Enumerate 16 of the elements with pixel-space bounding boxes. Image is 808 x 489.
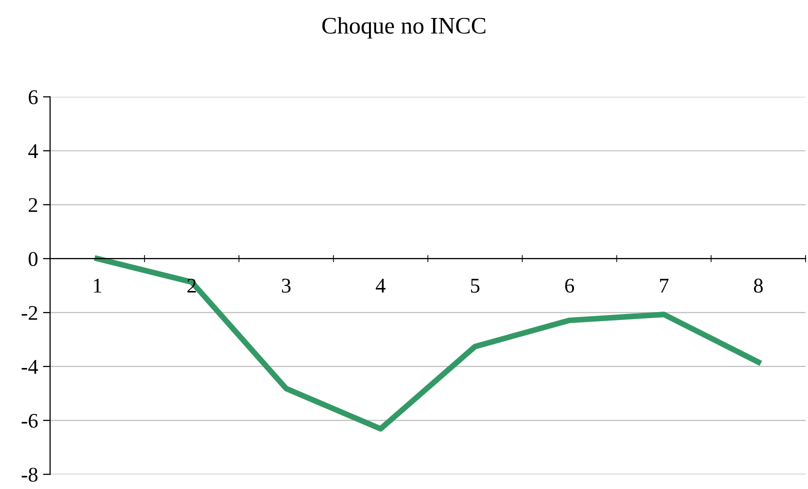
x-tick-label: 1 (94, 278, 102, 293)
x-tick-label: 3 (282, 278, 291, 293)
y-tick-label: 0 (28, 252, 38, 266)
y-tick-label: 2 (28, 198, 38, 212)
x-tick-label: 8 (754, 278, 763, 293)
y-tick-label: -8 (22, 468, 38, 482)
x-tick-label: 5 (471, 278, 480, 293)
y-tick-label: -4 (22, 360, 38, 374)
chart-title: Choque no INCC (322, 17, 486, 39)
x-tick-label: 6 (565, 278, 574, 293)
y-tick-label: -6 (22, 414, 38, 428)
x-tick-label: 4 (376, 278, 386, 293)
y-tick-label: -2 (22, 306, 38, 320)
y-tick-label: 4 (28, 144, 38, 158)
x-tick-label: 7 (660, 278, 669, 293)
y-tick-label: 6 (28, 90, 38, 104)
